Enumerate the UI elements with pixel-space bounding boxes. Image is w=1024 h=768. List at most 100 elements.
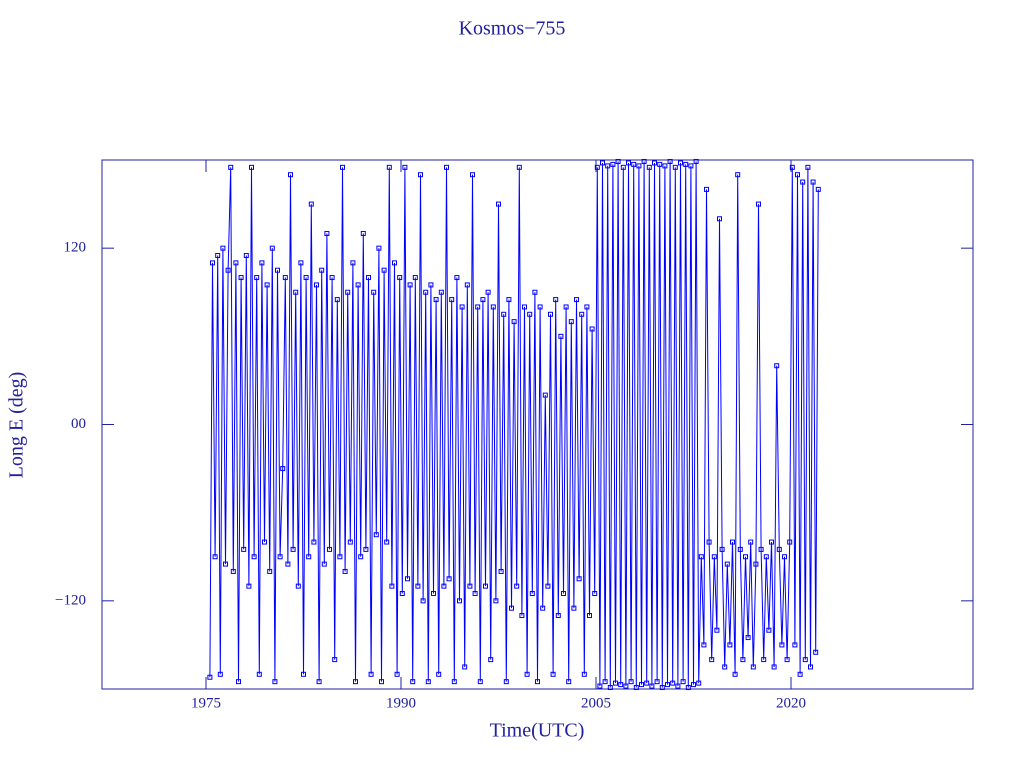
data-point: [272, 679, 278, 685]
data-point: [607, 685, 613, 691]
data-point: [678, 160, 683, 166]
data-point: [319, 267, 325, 273]
data-point: [355, 282, 361, 288]
data-point: [605, 163, 611, 169]
data-point: [792, 642, 798, 648]
data-point: [574, 297, 579, 303]
data-point: [652, 160, 657, 166]
x-tick-label: 2020: [776, 695, 806, 711]
data-point: [386, 164, 392, 170]
data-point: [249, 164, 254, 170]
data-point: [399, 590, 405, 596]
data-point: [303, 275, 309, 281]
data-point: [488, 657, 494, 663]
data-point: [254, 275, 260, 281]
data-point: [618, 682, 624, 688]
data-point: [366, 275, 371, 281]
data-point: [659, 685, 665, 691]
y-tick-label: −120: [55, 592, 86, 608]
data-point: [233, 260, 239, 266]
data-point: [636, 163, 642, 169]
data-point: [748, 539, 754, 545]
data-point: [667, 158, 673, 164]
data-point: [589, 326, 595, 332]
data-point: [784, 657, 790, 663]
data-point: [568, 319, 574, 325]
data-point: [672, 164, 678, 170]
series-line: [209, 161, 819, 688]
data-point: [314, 282, 319, 288]
data-point: [758, 546, 764, 552]
data-point: [329, 275, 335, 281]
data-point: [576, 576, 582, 582]
data-point: [519, 613, 525, 619]
data-point: [563, 304, 569, 310]
data-point: [698, 554, 704, 560]
data-point: [321, 561, 327, 567]
data-point: [808, 664, 813, 670]
data-point: [711, 554, 717, 560]
data-point: [641, 158, 647, 164]
data-point: [379, 679, 384, 685]
data-point: [802, 657, 808, 663]
data-point: [251, 554, 257, 560]
data-point: [259, 260, 265, 266]
data-point: [412, 275, 418, 281]
data-point: [654, 679, 660, 685]
x-tick-label: 1990: [386, 695, 416, 711]
data-point: [498, 568, 504, 574]
data-point: [763, 554, 769, 560]
data-point: [277, 554, 283, 560]
data-point: [337, 554, 343, 560]
data-point: [797, 671, 803, 677]
data-point: [771, 664, 777, 670]
data-point: [462, 664, 468, 670]
data-point: [444, 164, 449, 170]
y-axis-label: Long E (deg): [6, 372, 28, 479]
data-point: [506, 297, 512, 303]
data-point: [633, 685, 639, 691]
data-point: [467, 583, 473, 589]
data-point: [735, 172, 741, 178]
data-point: [602, 679, 608, 685]
data-point: [623, 683, 629, 689]
data-point: [745, 635, 751, 641]
data-point: [293, 289, 299, 295]
data-point: [220, 245, 226, 251]
data-point: [392, 260, 397, 266]
data-point: [540, 605, 546, 611]
data-point: [719, 546, 725, 552]
data-point: [714, 627, 720, 633]
data-point: [363, 546, 369, 552]
data-point: [449, 297, 455, 303]
data-point: [805, 164, 811, 170]
data-point: [558, 333, 564, 339]
data-point: [410, 679, 416, 685]
data-point: [776, 546, 782, 552]
data-point: [514, 583, 520, 589]
data-point: [509, 605, 514, 611]
data-point: [360, 230, 366, 236]
data-point: [459, 304, 465, 310]
data-point: [693, 158, 699, 164]
data-point: [373, 532, 379, 538]
data-point: [477, 679, 483, 685]
data-point: [345, 289, 351, 295]
data-point: [550, 671, 556, 677]
data-point: [545, 583, 551, 589]
data-point: [269, 245, 275, 251]
chart-title: Kosmos−755: [459, 18, 566, 40]
data-point: [402, 164, 408, 170]
data-point: [581, 671, 587, 677]
data-point: [397, 275, 403, 281]
data-point: [415, 583, 421, 589]
data-point: [724, 561, 730, 567]
data-point: [223, 561, 228, 567]
data-point: [613, 680, 618, 686]
data-point: [503, 679, 509, 685]
data-point: [555, 613, 561, 619]
data-point: [225, 267, 231, 273]
data-point: [358, 554, 364, 560]
x-tick-label: 2005: [581, 695, 611, 711]
